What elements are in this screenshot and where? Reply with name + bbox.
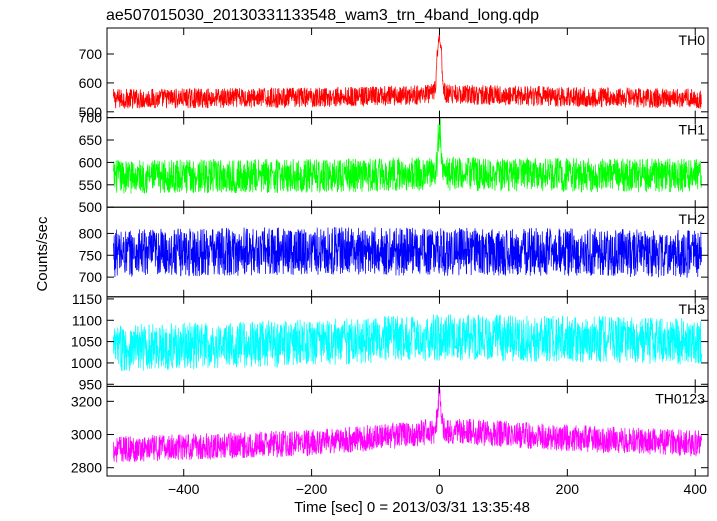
y-tick-label: 550 bbox=[79, 177, 103, 193]
y-tick-label: 1150 bbox=[72, 291, 102, 307]
y-tick-label: 600 bbox=[79, 154, 103, 170]
y-tick-label: 500 bbox=[79, 199, 103, 215]
y-tick-label: 650 bbox=[79, 132, 103, 148]
x-tick-label: 0 bbox=[436, 481, 444, 497]
chart-panel-TH1: 500 550 600 650 700 TH1 bbox=[79, 110, 709, 215]
y-axis-label: Counts/sec bbox=[34, 216, 51, 292]
y-tick-label: 600 bbox=[79, 75, 103, 91]
chart-panel-TH2: 700 750 800 TH2 bbox=[79, 206, 709, 298]
y-tick-label: 1050 bbox=[71, 334, 102, 350]
light-curve-TH3 bbox=[113, 314, 702, 372]
chart-panel-TH0123: 2800 3000 3200 TH0123 bbox=[71, 385, 709, 477]
panel-frame bbox=[106, 385, 709, 477]
x-axis-label: Time [sec] 0 = 2013/03/31 13:35:48 bbox=[294, 499, 530, 516]
light-curve-TH0123 bbox=[113, 386, 702, 463]
panel-label-TH2: TH2 bbox=[679, 211, 706, 227]
panel-label-TH0123: TH0123 bbox=[655, 390, 705, 406]
y-tick-label: 1000 bbox=[71, 355, 102, 371]
panel-label-TH0: TH0 bbox=[679, 32, 706, 48]
chart-panel-TH3: 950 1000 1050 1100 1150 TH3 bbox=[71, 291, 709, 392]
y-tick-label: 3200 bbox=[71, 393, 102, 409]
y-tick-label: 500 bbox=[79, 104, 103, 120]
panel-label-TH1: TH1 bbox=[679, 122, 706, 138]
y-tick-label: 700 bbox=[79, 110, 103, 126]
y-tick-label: 1100 bbox=[72, 312, 102, 328]
x-tick-label: 400 bbox=[684, 481, 708, 497]
y-tick-label: 950 bbox=[79, 376, 103, 392]
chart-panel-TH0: 500 600 700 TH0 bbox=[79, 27, 709, 120]
y-tick-label: 2800 bbox=[71, 460, 102, 476]
y-tick-label: 700 bbox=[79, 269, 103, 285]
y-tick-label: 750 bbox=[79, 247, 103, 263]
light-curve-TH1 bbox=[113, 117, 702, 194]
x-tick-label: −400 bbox=[168, 481, 200, 497]
light-curve-TH2 bbox=[113, 227, 702, 278]
x-tick-label: −200 bbox=[296, 481, 328, 497]
y-tick-label: 3000 bbox=[71, 427, 102, 443]
chart-title: ae507015030_20130331133548_wam3_trn_4ban… bbox=[106, 7, 539, 24]
y-tick-label: 800 bbox=[79, 225, 103, 241]
panel-label-TH3: TH3 bbox=[679, 301, 706, 317]
x-tick-label: 200 bbox=[556, 481, 580, 497]
y-tick-label: 700 bbox=[79, 46, 103, 62]
panel-frame bbox=[106, 117, 709, 208]
light-curve-TH0 bbox=[113, 30, 702, 109]
